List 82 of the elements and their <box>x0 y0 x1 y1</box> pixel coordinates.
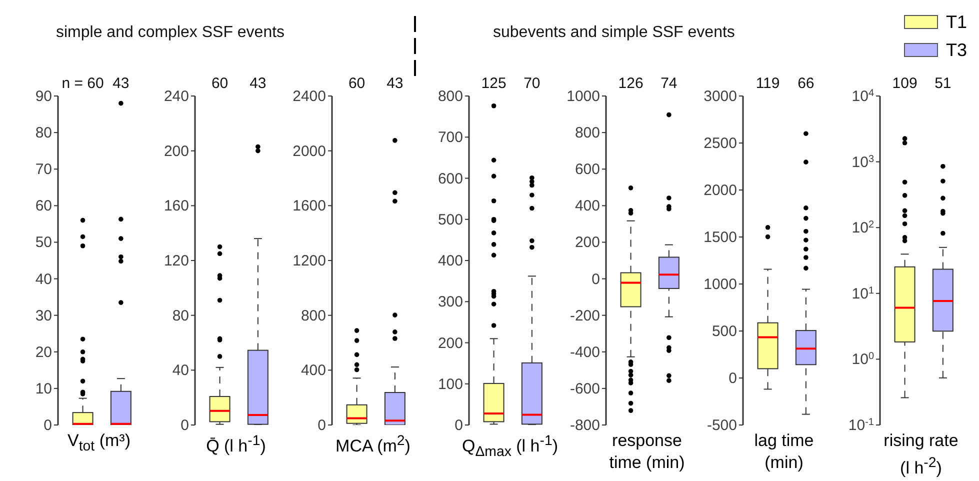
y-tick-label: 700 <box>438 129 463 146</box>
y-tick-label: 0 <box>454 417 463 434</box>
y-tick-label: 20 <box>35 344 52 361</box>
y-tick-label: 30 <box>35 307 52 324</box>
y-tick-label: 240 <box>164 88 189 105</box>
y-tick-label: 100 <box>438 376 463 393</box>
y-tick-label: 160 <box>164 198 189 215</box>
y-tick-label: 400 <box>300 362 326 380</box>
y-tick-label: 80 <box>35 124 52 142</box>
text: subevents and simple SSF events <box>493 24 735 42</box>
y-tick-label: 0 <box>180 417 189 434</box>
x-axis-title: V$_{tot}$ (m³) <box>68 431 130 454</box>
y-tick-label: -500 <box>706 417 737 434</box>
legend-label: T1 <box>946 12 967 32</box>
y-tick-label: 1600 <box>292 198 326 215</box>
x-tick-label: 43 <box>112 75 130 92</box>
x-tick-label: 74 <box>660 75 678 92</box>
x-tick-label: 126 <box>618 75 644 92</box>
x-tick-label: 51 <box>934 75 952 92</box>
y-tick-label: 10$^{1}$ <box>852 284 874 302</box>
x-axis-title: Q̄ (l h$^{-1}$) <box>206 433 266 456</box>
y-tick-label: 200 <box>574 234 600 252</box>
y-tick-label: 50 <box>35 234 52 252</box>
y-tick-label: 2400 <box>292 88 326 105</box>
y-tick-label: 10$^{3}$ <box>852 153 874 171</box>
y-tick-label: 2000 <box>704 182 737 199</box>
y-tick-label: 800 <box>574 124 600 142</box>
y-tick-label: 300 <box>438 294 463 311</box>
x-tick-label: 43 <box>386 75 404 92</box>
y-tick-label: 1000 <box>704 276 737 293</box>
x-tick-label: 70 <box>524 75 540 92</box>
x-axis-title: MCA (m$^{2}$) <box>336 433 410 456</box>
y-tick-label: 1000 <box>566 88 600 105</box>
x-tick-label: 43 <box>250 75 266 92</box>
x-tick-label: 66 <box>798 75 814 92</box>
y-tick-label: 80 <box>172 307 189 324</box>
y-tick-label: 0 <box>318 417 326 434</box>
y-tick-label: 3000 <box>704 88 737 105</box>
y-tick-label: 1200 <box>292 252 326 270</box>
legend-label: T3 <box>946 40 967 60</box>
x-tick-label: 119 <box>756 75 780 92</box>
y-tick-label: 600 <box>574 161 600 178</box>
x-axis-title: response time (min) <box>608 431 686 474</box>
x-tick-label: 109 <box>892 75 918 92</box>
y-tick-label: 600 <box>438 170 463 188</box>
x-axis-title: Q$_{Δmax}$ (l h$^{-1}$) <box>462 433 558 460</box>
chart-title: simple and complex SSF events <box>56 24 285 42</box>
y-tick-label: 2500 <box>704 135 737 152</box>
y-tick-label: 200 <box>164 142 189 160</box>
x-axis-title: lag time (min) <box>753 431 815 474</box>
y-tick-label: 40 <box>35 270 52 288</box>
y-tick-label: 400 <box>574 198 600 215</box>
y-tick-label: 400 <box>438 252 463 270</box>
x-tick-label: 60 <box>211 75 228 92</box>
y-tick-label: 2000 <box>292 142 326 160</box>
y-tick-label: 200 <box>438 334 463 352</box>
x-tick-label: 125 <box>481 75 506 92</box>
y-tick-label: 10 <box>35 380 52 398</box>
y-tick-label: 800 <box>300 307 326 324</box>
y-tick-label: 1500 <box>704 229 737 246</box>
y-tick-label: 120 <box>164 252 189 270</box>
y-tick-label: 90 <box>35 88 52 105</box>
y-tick-label: -800 <box>570 417 600 434</box>
y-tick-label: 10$^{2}$ <box>852 219 874 237</box>
x-tick-label: n = 60 <box>62 75 104 92</box>
y-tick-label: 70 <box>35 161 52 178</box>
y-tick-label: 10$^{-1}$ <box>848 416 874 434</box>
y-tick-label: 0 <box>44 417 52 434</box>
y-tick-label: -600 <box>570 380 600 398</box>
y-tick-label: 0 <box>728 370 737 387</box>
y-tick-label: 500 <box>438 211 463 228</box>
y-tick-label: -200 <box>570 307 600 324</box>
y-tick-label: 60 <box>35 198 52 215</box>
x-tick-label: 60 <box>348 75 366 92</box>
x-axis-title: rising rate (l h$^{-2}$) <box>882 431 960 480</box>
y-tick-label: 40 <box>172 362 189 380</box>
y-tick-label: 10$^{4}$ <box>852 88 874 105</box>
y-tick-label: 800 <box>438 88 463 105</box>
y-tick-label: 0 <box>592 270 600 288</box>
y-tick-label: 500 <box>712 323 737 340</box>
y-tick-label: -400 <box>570 344 600 361</box>
y-tick-label: 10$^{0}$ <box>852 350 874 368</box>
